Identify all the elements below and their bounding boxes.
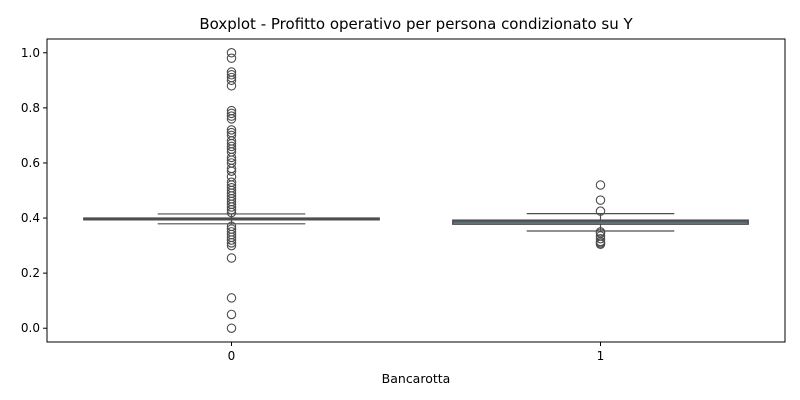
outlier-point	[226, 125, 237, 135]
outlier-point	[226, 235, 237, 245]
outlier-point	[226, 205, 237, 215]
outlier-point	[226, 323, 237, 333]
y-tick-label: 0.4	[21, 211, 40, 225]
x-tick-label: 1	[597, 349, 605, 363]
outlier-point	[595, 206, 606, 216]
outlier-point	[226, 166, 237, 176]
y-tick-label: 1.0	[21, 46, 40, 60]
outlier-point	[226, 53, 237, 64]
outlier-point	[595, 239, 606, 249]
outlier-point	[226, 202, 237, 212]
outlier-point	[226, 111, 237, 121]
y-tick-label: 0.6	[21, 156, 40, 170]
y-tick-label: 0.8	[21, 101, 40, 115]
outlier-point	[595, 180, 606, 190]
outlier-point	[226, 48, 237, 58]
outlier-point	[226, 293, 237, 303]
outlier-point	[226, 309, 237, 320]
y-tick-label: 0.0	[21, 321, 40, 335]
outlier-point	[226, 108, 237, 119]
chart-title: Boxplot - Profitto operativo per persona…	[199, 15, 633, 33]
outlier-point	[226, 253, 237, 263]
outlier-point	[226, 75, 237, 86]
outlier-point	[595, 233, 606, 244]
outlier-point	[595, 195, 606, 205]
outlier-point	[226, 207, 237, 218]
x-tick-label: 0	[228, 349, 236, 363]
outlier-point	[226, 240, 237, 251]
outlier-point	[226, 114, 237, 124]
outlier-point	[226, 152, 237, 163]
x-axis-label: Bancarotta	[382, 371, 451, 386]
plot-area: 0.0 0.2 0.4 0.6 0.8 1.0 0 1	[21, 38, 786, 363]
outlier-point	[226, 70, 237, 80]
axes-frame	[46, 38, 786, 343]
outlier-point	[226, 238, 237, 248]
outlier-point	[226, 141, 237, 152]
outlier-point	[226, 81, 237, 91]
y-tick-label: 0.2	[21, 266, 40, 280]
